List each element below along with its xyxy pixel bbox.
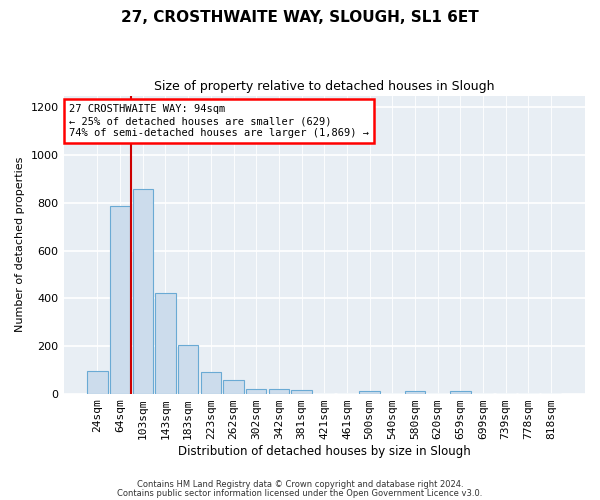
X-axis label: Distribution of detached houses by size in Slough: Distribution of detached houses by size … (178, 444, 470, 458)
Bar (246, 389, 266, 394)
Text: Contains public sector information licensed under the Open Government Licence v3: Contains public sector information licen… (118, 488, 482, 498)
Bar (450, 391, 470, 394)
Text: 27 CROSTHWAITE WAY: 94sqm
← 25% of detached houses are smaller (629)
74% of semi: 27 CROSTHWAITE WAY: 94sqm ← 25% of detac… (69, 104, 369, 138)
Bar (292, 390, 312, 394)
Bar (405, 391, 425, 394)
Title: Size of property relative to detached houses in Slough: Size of property relative to detached ho… (154, 80, 494, 93)
Bar (155, 294, 176, 394)
Text: Contains HM Land Registry data © Crown copyright and database right 2024.: Contains HM Land Registry data © Crown c… (137, 480, 463, 489)
Bar (133, 188, 153, 394)
Bar (200, 372, 221, 394)
Bar (178, 344, 199, 394)
Bar (269, 389, 289, 394)
Bar (223, 380, 244, 394)
Y-axis label: Number of detached properties: Number of detached properties (15, 157, 25, 332)
Text: 27, CROSTHWAITE WAY, SLOUGH, SL1 6ET: 27, CROSTHWAITE WAY, SLOUGH, SL1 6ET (121, 10, 479, 25)
Bar (87, 371, 107, 394)
Bar (359, 391, 380, 394)
Bar (110, 206, 130, 394)
